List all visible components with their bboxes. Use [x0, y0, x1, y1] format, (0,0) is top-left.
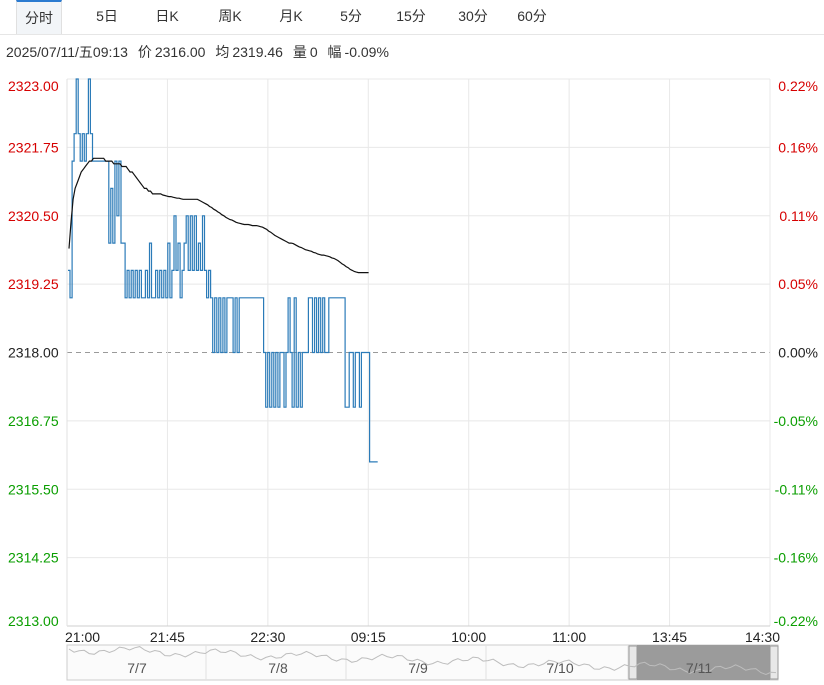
average-line	[68, 157, 369, 274]
overview-navigator: 7/7 7/8 7/9 7/10 7/11	[66, 644, 779, 681]
x-axis-labels: 21:00 21:45 22:30 09:15 10:00 11:00 13:45 14:30	[65, 629, 780, 645]
y-tick-right: 0.22%	[778, 78, 818, 94]
info-change: -0.09%	[344, 44, 389, 60]
y-tick-left: 2320.50	[8, 208, 59, 224]
y-tick-right: -0.16%	[774, 550, 818, 566]
price-line	[68, 78, 378, 463]
y-tick-right: 0.00%	[778, 345, 818, 361]
y-tick-right: -0.22%	[774, 613, 818, 629]
x-tick-label: 21:00	[65, 629, 100, 645]
overview-day-label[interactable]: 7/8	[268, 660, 288, 676]
tab-1[interactable]: 5日	[96, 8, 118, 24]
y-tick-right: 0.05%	[778, 276, 818, 292]
info-datetime: 2025/07/11/五09:13	[6, 44, 128, 60]
y-tick-left: 2318.00	[8, 345, 59, 361]
y-tick-right: -0.11%	[775, 481, 818, 497]
y-tick-left: 2315.50	[8, 481, 59, 497]
info-change-label: 幅	[327, 44, 342, 60]
y-tick-left: 2313.00	[8, 613, 59, 629]
y-tick-left: 2319.25	[8, 276, 59, 292]
chart-series	[68, 78, 378, 463]
overview-selected-range[interactable]	[637, 645, 770, 680]
info-price-label: 价	[137, 44, 152, 60]
x-tick-label: 09:15	[351, 629, 386, 645]
x-tick-label: 22:30	[250, 629, 285, 645]
overview-day-label[interactable]: 7/9	[408, 660, 428, 676]
x-tick-label: 13:45	[652, 629, 687, 645]
tab-8[interactable]: 60分	[517, 8, 547, 24]
info-vol: 0	[309, 44, 318, 60]
overview-day-label[interactable]: 7/7	[127, 660, 147, 676]
y-tick-left: 2316.75	[8, 413, 59, 429]
y-tick-left: 2323.00	[8, 78, 59, 94]
info-price: 2316.00	[154, 44, 206, 60]
overview-left-handle[interactable]	[628, 645, 638, 680]
tab-3[interactable]: 周K	[218, 8, 242, 24]
y-tick-left: 2314.25	[8, 550, 59, 566]
overview-day-label[interactable]: 7/11	[686, 660, 712, 676]
y-tick-left: 2321.75	[8, 139, 59, 155]
chart-grid	[66, 78, 771, 627]
overview-trend-line	[68, 646, 777, 676]
x-tick-label: 14:30	[745, 629, 780, 645]
y-tick-right: -0.05%	[774, 413, 818, 429]
x-tick-label: 10:00	[451, 629, 486, 645]
tab-5[interactable]: 5分	[340, 8, 362, 24]
info-vol-label: 量	[292, 44, 307, 60]
tab-7[interactable]: 30分	[458, 8, 488, 24]
tab-6[interactable]: 15分	[396, 8, 426, 24]
x-tick-label: 11:00	[552, 629, 586, 645]
y-tick-right: 0.11%	[779, 208, 818, 224]
info-avg: 2319.46	[232, 44, 283, 60]
y-tick-right: 0.16%	[778, 139, 818, 155]
tab-0[interactable]: 分时	[16, 0, 62, 34]
overview-frame	[66, 644, 779, 681]
period-tab-bar: 分时 5日 日K 周K 月K 5分 15分 30分 60分	[0, 0, 824, 35]
y-axis-labels: 2323.00 0.22% 2321.75 0.16% 2320.50 0.11% 2319…	[8, 78, 818, 629]
overview-right-handle[interactable]	[769, 645, 779, 680]
info-avg-label: 均	[215, 44, 230, 60]
tab-4[interactable]: 月K	[279, 8, 303, 24]
x-tick-label: 21:45	[150, 629, 185, 645]
overview-day-label[interactable]: 7/10	[546, 660, 573, 676]
tab-2[interactable]: 日K	[155, 8, 179, 24]
